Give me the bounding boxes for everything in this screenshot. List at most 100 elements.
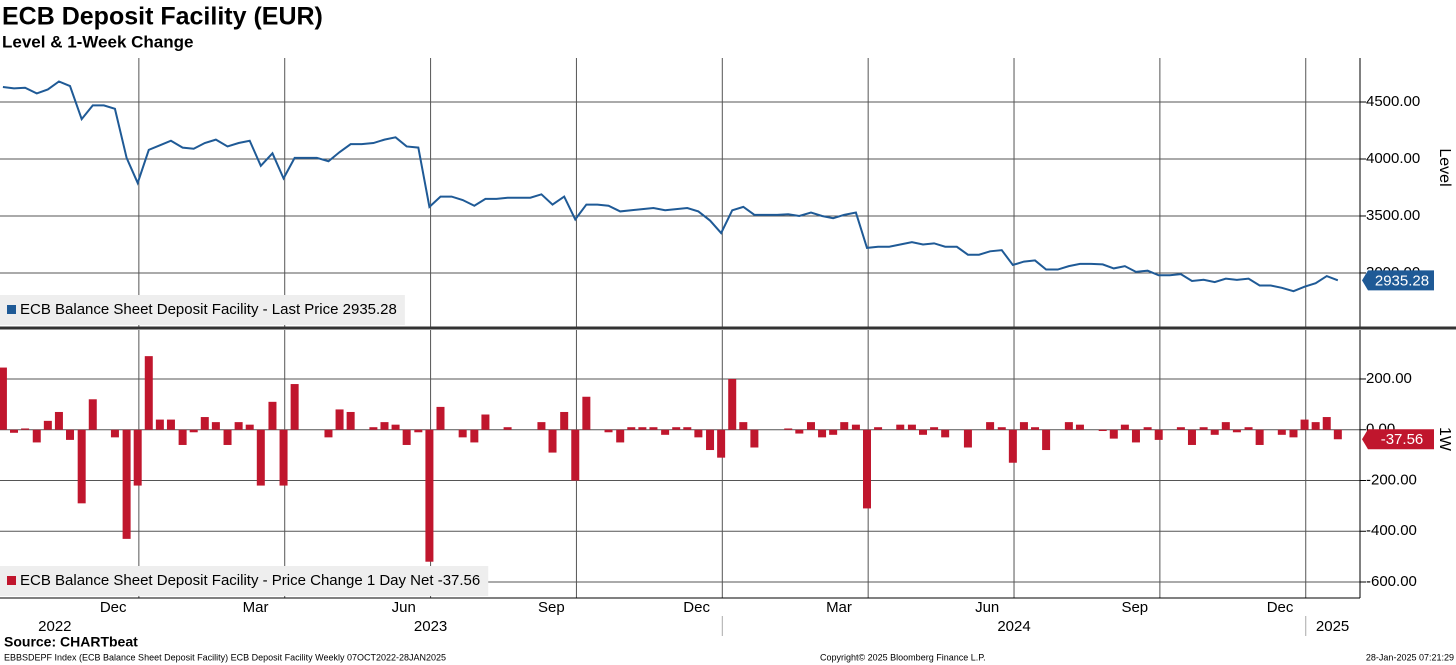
bar: [1120, 424, 1129, 430]
bar: [1008, 429, 1017, 463]
bar: [144, 356, 153, 430]
bar: [54, 411, 63, 430]
bar: [335, 409, 344, 430]
last-value-badge: [1362, 270, 1434, 291]
bar: [616, 429, 625, 443]
legend-background: [0, 566, 489, 596]
bar: [963, 429, 972, 448]
bar: [234, 422, 243, 430]
bar: [638, 427, 647, 430]
x-tick-label: Sep: [538, 599, 565, 616]
bar: [436, 406, 445, 430]
bar: [560, 411, 569, 430]
bar: [1019, 422, 1028, 430]
bar: [571, 429, 580, 481]
bar: [683, 427, 692, 430]
timestamp: 28-Jan-2025 07:21:29: [1366, 652, 1454, 662]
bar: [829, 429, 838, 435]
y-tick-label: -600.00: [1366, 573, 1417, 590]
bar: [840, 422, 849, 430]
bar: [425, 429, 434, 562]
x-year-label: 2025: [1316, 618, 1349, 635]
bar: [21, 428, 30, 430]
bar: [862, 429, 871, 509]
bar: [122, 429, 131, 539]
bar: [986, 422, 995, 430]
legend: ECB Balance Sheet Deposit Facility - Las…: [0, 295, 405, 325]
legend-label: ECB Balance Sheet Deposit Facility - Las…: [20, 301, 397, 318]
last-value-label: -37.56: [1381, 431, 1424, 448]
y-tick-label: 200.00: [1366, 370, 1412, 387]
bar: [672, 427, 681, 430]
source: Source: CHARTbeat: [4, 634, 138, 650]
y-tick-label: 4000.00: [1366, 150, 1420, 167]
bar: [10, 429, 19, 433]
bar: [750, 429, 759, 448]
bar: [245, 424, 254, 430]
bar: [548, 429, 557, 453]
bar: [1311, 422, 1320, 430]
bar: [346, 411, 355, 430]
bar: [930, 427, 939, 430]
legend: ECB Balance Sheet Deposit Facility - Pri…: [0, 566, 489, 596]
bar: [795, 429, 804, 434]
bar: [1199, 427, 1208, 430]
bar: [907, 424, 916, 430]
copyright: Copyright© 2025 Bloomberg Finance L.P.: [820, 652, 986, 662]
bar: [77, 429, 86, 504]
bar: [874, 427, 883, 430]
bar: [1131, 429, 1140, 443]
bar: [481, 414, 490, 430]
bar: [155, 419, 164, 430]
bar: [1176, 427, 1185, 430]
bar: [380, 422, 389, 430]
bar: [223, 429, 232, 445]
legend-label: ECB Balance Sheet Deposit Facility - Pri…: [20, 572, 480, 589]
bar: [1187, 429, 1196, 445]
bar: [166, 419, 175, 430]
x-year-label: 2022: [38, 618, 71, 635]
chart-title: ECB Deposit Facility (EUR): [2, 3, 323, 31]
bar: [1075, 424, 1084, 430]
bar: [1154, 429, 1163, 440]
y-tick-label: -400.00: [1366, 522, 1417, 539]
bar: [694, 429, 703, 438]
bar: [279, 429, 288, 486]
bar: [0, 367, 7, 430]
bar: [896, 424, 905, 430]
bar: [1143, 427, 1152, 430]
bar: [706, 429, 715, 451]
bar: [1244, 427, 1253, 430]
bar: [66, 429, 75, 440]
bar: [200, 417, 209, 430]
bar: [1255, 429, 1264, 445]
bar: [627, 427, 636, 430]
bar: [582, 396, 591, 430]
bar: [32, 429, 41, 443]
bar: [402, 429, 411, 445]
axis-title: 1W: [1436, 427, 1453, 452]
bar: [1109, 429, 1118, 439]
bar: [369, 427, 378, 430]
x-tick-label: Dec: [100, 599, 127, 616]
bar: [43, 420, 52, 430]
bar: [256, 429, 265, 486]
x-tick-label: Mar: [826, 599, 852, 616]
bar: [290, 384, 299, 430]
legend-background: [0, 295, 405, 325]
bar: [997, 427, 1006, 430]
bar: [919, 429, 928, 435]
bar: [1210, 429, 1219, 435]
bar: [458, 429, 467, 438]
bar: [1333, 429, 1342, 440]
y-tick-label: 4500.00: [1366, 93, 1420, 110]
bar: [1322, 417, 1331, 430]
bar: [806, 422, 815, 430]
y-tick-label: 3500.00: [1366, 207, 1420, 224]
bar: [211, 422, 220, 430]
footer-description: EBBSDEPF Index (ECB Balance Sheet Deposi…: [4, 652, 446, 662]
legend-swatch: [7, 305, 16, 314]
bar: [1221, 422, 1230, 430]
x-tick-label: Dec: [1267, 599, 1294, 616]
